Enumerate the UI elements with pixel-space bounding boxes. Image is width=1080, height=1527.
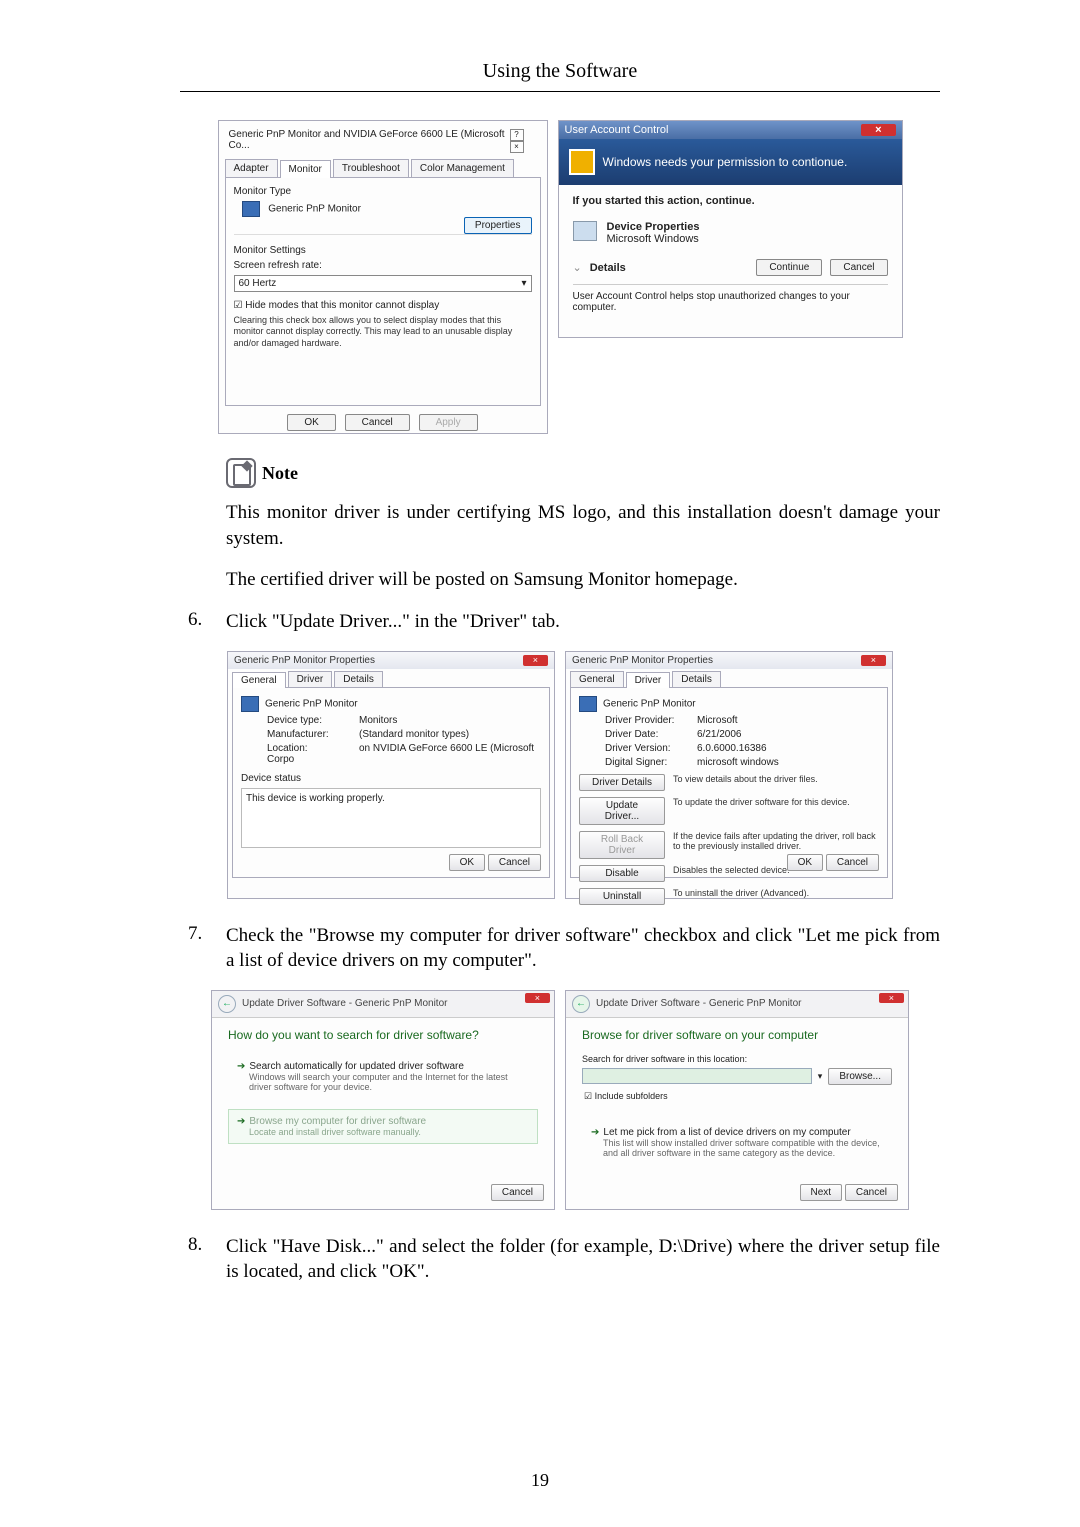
tab-details[interactable]: Details (334, 671, 383, 687)
search-auto-option[interactable]: ➔Search automatically for updated driver… (228, 1054, 538, 1099)
tab-details[interactable]: Details (672, 671, 721, 687)
hide-modes-description: Clearing this check box allows you to se… (234, 315, 532, 349)
cancel-button[interactable]: Cancel (826, 854, 879, 871)
header-rule (180, 91, 940, 92)
monitor-settings-label: Monitor Settings (234, 245, 532, 256)
cancel-button[interactable]: Cancel (830, 259, 887, 276)
screenshot-row-2: Generic PnP Monitor Properties × General… (180, 651, 940, 899)
page-header-title: Using the Software (180, 60, 940, 83)
update-driver-search-dialog: × ← Update Driver Software - Generic PnP… (211, 990, 555, 1210)
include-subfolders-checkbox[interactable]: ☑ Include subfolders (584, 1091, 892, 1102)
monitor-name: Generic PnP Monitor (268, 204, 361, 215)
wizard-heading: How do you want to search for driver sof… (228, 1028, 538, 1042)
tab-color-management[interactable]: Color Management (411, 159, 514, 177)
note-label: Note (262, 463, 298, 484)
step-6-text: Click "Update Driver..." in the "Driver"… (226, 609, 940, 635)
uac-banner-text: Windows needs your permission to contion… (603, 155, 848, 169)
paragraph-2: The certified driver will be posted on S… (226, 567, 940, 593)
uac-if-started: If you started this action, continue. (573, 195, 888, 207)
paragraph-1: This monitor driver is under certifying … (226, 500, 940, 551)
dialog-title: Generic PnP Monitor Properties (234, 655, 375, 666)
close-icon[interactable]: × (525, 993, 550, 1003)
hide-modes-checkbox[interactable]: ☑ Hide modes that this monitor cannot di… (234, 300, 532, 311)
close-icon[interactable]: × (861, 655, 886, 666)
browse-computer-option[interactable]: ➔Browse my computer for driver software … (228, 1109, 538, 1144)
rollback-driver-button[interactable]: Roll Back Driver (579, 831, 665, 859)
wizard-breadcrumb: Update Driver Software - Generic PnP Mon… (242, 998, 447, 1009)
device-properties-driver-dialog: Generic PnP Monitor Properties × General… (565, 651, 893, 899)
update-driver-browse-dialog: × ← Update Driver Software - Generic PnP… (565, 990, 909, 1210)
tab-adapter[interactable]: Adapter (225, 159, 278, 177)
search-location-label: Search for driver software in this locat… (582, 1054, 892, 1064)
update-driver-button[interactable]: Update Driver... (579, 797, 665, 825)
location-input[interactable] (582, 1068, 812, 1084)
monitor-icon (241, 696, 259, 712)
properties-button[interactable]: Properties (464, 217, 532, 234)
dialog-title: Generic PnP Monitor Properties (572, 655, 713, 666)
driver-details-button[interactable]: Driver Details (579, 774, 665, 791)
device-icon (573, 221, 597, 241)
apply-button[interactable]: Apply (419, 414, 478, 431)
back-icon[interactable]: ← (572, 995, 590, 1013)
tab-driver[interactable]: Driver (626, 672, 671, 688)
step-7-text: Check the "Browse my computer for driver… (226, 923, 940, 974)
monitor-icon (579, 696, 597, 712)
monitor-type-label: Monitor Type (234, 186, 532, 197)
screenshot-row-1: Generic PnP Monitor and NVIDIA GeForce 6… (180, 120, 940, 434)
back-icon[interactable]: ← (218, 995, 236, 1013)
window-controls: ?× (509, 129, 537, 153)
cancel-button[interactable]: Cancel (488, 854, 541, 871)
note-icon (226, 458, 256, 488)
cancel-button[interactable]: Cancel (491, 1184, 544, 1201)
step-8-number: 8. (180, 1234, 226, 1285)
wizard-breadcrumb: Update Driver Software - Generic PnP Mon… (596, 998, 801, 1009)
device-status-box: This device is working properly. (241, 788, 541, 848)
monitor-name: Generic PnP Monitor (603, 698, 696, 709)
continue-button[interactable]: Continue (756, 259, 822, 276)
cancel-button[interactable]: Cancel (345, 414, 410, 431)
ok-button[interactable]: OK (287, 414, 335, 431)
shield-icon (569, 149, 595, 175)
close-icon[interactable]: × (861, 124, 895, 136)
monitor-icon (242, 201, 260, 217)
chevron-down-icon[interactable]: ⌄ (573, 261, 582, 274)
device-properties-text: Device Properties (607, 221, 700, 233)
page-number: 19 (0, 1470, 1080, 1491)
refresh-rate-label: Screen refresh rate: (234, 260, 532, 271)
wizard-heading: Browse for driver software on your compu… (582, 1028, 892, 1042)
uac-footer-text: User Account Control helps stop unauthor… (573, 284, 888, 313)
step-6-number: 6. (180, 609, 226, 635)
tab-monitor[interactable]: Monitor (280, 160, 331, 178)
cancel-button[interactable]: Cancel (845, 1184, 898, 1201)
refresh-rate-select[interactable]: 60 Hertz▾ (234, 275, 532, 292)
browse-button[interactable]: Browse... (828, 1068, 892, 1085)
tab-general[interactable]: General (232, 672, 286, 688)
step-8-text: Click "Have Disk..." and select the fold… (226, 1234, 940, 1285)
tab-general[interactable]: General (570, 671, 624, 687)
device-properties-general-dialog: Generic PnP Monitor Properties × General… (227, 651, 555, 899)
ms-windows-text: Microsoft Windows (607, 233, 700, 245)
close-icon[interactable]: × (879, 993, 904, 1003)
close-icon[interactable]: × (523, 655, 548, 666)
uac-dialog: User Account Control × Windows needs you… (558, 120, 903, 338)
next-button[interactable]: Next (800, 1184, 843, 1201)
device-status-label: Device status (241, 773, 541, 784)
monitor-name: Generic PnP Monitor (265, 698, 358, 709)
let-me-pick-option[interactable]: ➔Let me pick from a list of device drive… (582, 1120, 892, 1165)
step-7-number: 7. (180, 923, 226, 974)
ok-button[interactable]: OK (449, 854, 485, 871)
uac-title: User Account Control (565, 124, 669, 136)
tab-troubleshoot[interactable]: Troubleshoot (333, 159, 409, 177)
dialog-title: Generic PnP Monitor and NVIDIA GeForce 6… (229, 129, 509, 153)
tab-driver[interactable]: Driver (288, 671, 333, 687)
ok-button[interactable]: OK (787, 854, 823, 871)
disable-button[interactable]: Disable (579, 865, 665, 882)
screenshot-row-3: × ← Update Driver Software - Generic PnP… (180, 990, 940, 1210)
details-label[interactable]: Details (590, 262, 749, 274)
uninstall-button[interactable]: Uninstall (579, 888, 665, 905)
monitor-properties-dialog: Generic PnP Monitor and NVIDIA GeForce 6… (218, 120, 548, 434)
